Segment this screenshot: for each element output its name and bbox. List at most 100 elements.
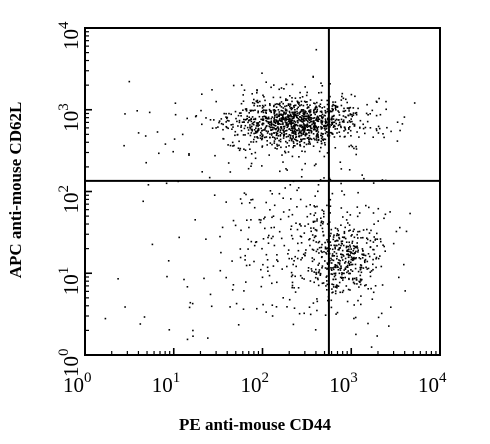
scatter-point: [365, 266, 367, 269]
scatter-point: [250, 199, 252, 201]
scatter-point: [304, 118, 307, 120]
scatter-point: [321, 133, 324, 135]
scatter-point: [265, 109, 268, 112]
scatter-point: [332, 283, 335, 286]
scatter-point: [339, 267, 341, 270]
y-axis-label: APC anti-mouse CD62L: [6, 102, 25, 279]
scatter-point: [345, 266, 348, 268]
scatter-point: [296, 108, 298, 110]
scatter-point: [313, 117, 316, 119]
scatter-point: [291, 122, 294, 125]
scatter-point: [355, 333, 357, 336]
scatter-point: [251, 123, 254, 125]
scatter-point: [238, 149, 241, 152]
scatter-point: [191, 302, 194, 305]
scatter-point: [314, 138, 316, 141]
scatter-point: [347, 270, 349, 272]
scatter-point: [259, 105, 261, 107]
scatter-point: [347, 114, 349, 117]
scatter-point: [299, 125, 301, 127]
scatter-point: [334, 264, 336, 266]
scatter-point: [342, 110, 345, 113]
scatter-point: [320, 250, 322, 252]
scatter-point: [294, 127, 296, 130]
scatter-point: [334, 104, 337, 107]
scatter-point: [319, 272, 322, 275]
scatter-point: [383, 245, 385, 248]
tick-label-base: 10: [59, 274, 83, 295]
scatter-point: [256, 92, 258, 94]
scatter-point: [404, 290, 406, 292]
scatter-point: [344, 127, 346, 130]
scatter-point: [324, 118, 327, 120]
scatter-point: [320, 91, 323, 94]
scatter-point: [315, 105, 317, 108]
scatter-point: [341, 272, 343, 274]
scatter-point: [324, 109, 326, 112]
scatter-point: [351, 145, 354, 148]
scatter-point: [325, 126, 327, 128]
scatter-point: [284, 130, 287, 132]
scatter-point: [313, 164, 316, 167]
scatter-point: [378, 127, 381, 130]
scatter-point: [302, 109, 304, 111]
scatter-point: [248, 202, 251, 204]
scatter-point: [236, 120, 238, 123]
scatter-point: [290, 123, 293, 126]
scatter-point: [306, 103, 308, 106]
scatter-point: [351, 252, 354, 255]
scatter-point: [336, 106, 339, 108]
scatter-point: [273, 127, 275, 129]
scatter-point: [298, 127, 300, 130]
scatter-point: [330, 124, 332, 126]
scatter-point: [181, 133, 184, 136]
scatter-point: [282, 116, 285, 119]
scatter-point: [352, 277, 354, 280]
scatter-point: [276, 130, 279, 133]
scatter-point: [330, 110, 333, 113]
scatter-point: [304, 127, 306, 129]
scatter-point: [326, 250, 329, 252]
scatter-point: [303, 100, 306, 103]
scatter-point: [266, 132, 269, 134]
scatter-point: [364, 254, 367, 257]
scatter-point: [139, 323, 142, 325]
scatter-point: [183, 278, 185, 281]
scatter-point: [355, 145, 357, 148]
scatter-point: [332, 118, 335, 120]
scatter-point: [337, 110, 339, 112]
scatter-point: [292, 137, 294, 139]
scatter-point: [229, 306, 231, 308]
scatter-point: [311, 234, 314, 236]
scatter-point: [324, 314, 327, 316]
scatter-point: [338, 114, 341, 116]
scatter-point: [293, 106, 295, 109]
scatter-point: [344, 268, 347, 270]
scatter-point: [324, 129, 326, 131]
scatter-point: [264, 227, 266, 230]
scatter-point: [305, 205, 308, 208]
scatter-point: [304, 124, 306, 126]
scatter-point: [316, 300, 319, 303]
scatter-point: [325, 276, 328, 278]
scatter-point: [321, 251, 323, 254]
scatter-point: [285, 146, 287, 148]
scatter-point: [323, 142, 326, 144]
scatter-point: [249, 119, 251, 121]
scatter-point: [314, 276, 317, 279]
scatter-point: [325, 124, 327, 127]
scatter-point: [299, 111, 302, 113]
scatter-point: [251, 102, 254, 104]
scatter-point: [306, 126, 309, 128]
scatter-point: [333, 124, 335, 127]
scatter-point: [260, 285, 263, 288]
scatter-point: [334, 107, 337, 109]
scatter-point: [348, 260, 350, 263]
x-tick-labels: 100 101 102 103 104: [63, 370, 447, 397]
scatter-point: [268, 274, 271, 277]
scatter-point: [370, 287, 372, 290]
scatter-point: [136, 110, 138, 112]
scatter-point: [299, 116, 301, 118]
scatter-point: [314, 212, 317, 214]
tick-label-base: 10: [59, 193, 83, 214]
